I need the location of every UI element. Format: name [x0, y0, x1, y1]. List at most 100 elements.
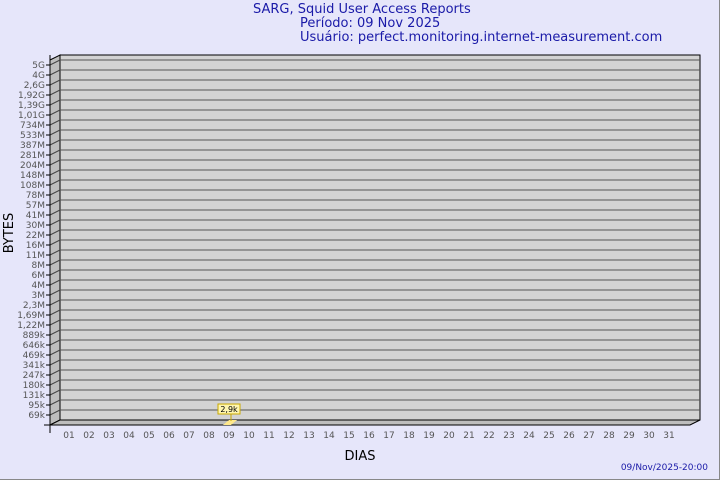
gridline-side — [49, 339, 61, 346]
x-tick-label: 18 — [403, 431, 415, 441]
y-tick-label: 30M — [26, 221, 45, 231]
gridline-side — [49, 399, 61, 406]
x-tick-label: 20 — [443, 431, 455, 441]
gridline-side — [49, 379, 61, 386]
gridline-side — [49, 139, 61, 146]
x-tick-label: 02 — [83, 431, 94, 441]
y-tick-label: 8M — [32, 261, 46, 271]
y-tick-label: 1,39G — [18, 101, 45, 111]
y-tick-label: 734M — [20, 121, 45, 131]
x-tick-label: 05 — [143, 431, 154, 441]
gridline-side — [49, 249, 61, 256]
x-tick-label: 08 — [203, 431, 215, 441]
x-tick-label: 12 — [283, 431, 294, 441]
y-tick-label: 469k — [23, 351, 46, 361]
y-tick-label: 1,01G — [18, 111, 45, 121]
x-tick-label: 13 — [303, 431, 314, 441]
x-tick-label: 26 — [563, 431, 575, 441]
gridline-side — [49, 319, 61, 326]
gridline-side — [49, 149, 61, 156]
plot-floor — [49, 419, 701, 426]
gridline-side — [49, 289, 61, 296]
y-tick-label: 148M — [20, 171, 45, 181]
gridline-side — [49, 119, 61, 126]
gridline-side — [49, 209, 61, 216]
period-label: Período: 09 Nov 2025 — [300, 16, 441, 31]
y-tick-label: 889k — [23, 331, 46, 341]
x-tick-label: 06 — [163, 431, 175, 441]
x-tick-label: 17 — [383, 431, 394, 441]
gridline-side — [49, 299, 61, 306]
x-tick-label: 10 — [243, 431, 255, 441]
y-tick-label: 341k — [23, 361, 46, 371]
gridline-side — [49, 109, 61, 116]
x-tick-label: 01 — [63, 431, 74, 441]
y-tick-label: 204M — [20, 161, 45, 171]
y-tick-label: 281M — [20, 151, 45, 161]
y-tick-label: 22M — [26, 231, 45, 241]
gridline-side — [49, 239, 61, 246]
y-tick-label: 4M — [32, 281, 46, 291]
gridline-side — [49, 389, 61, 396]
timestamp: 09/Nov/2025-20:00 — [621, 463, 708, 473]
gridline-side — [49, 219, 61, 226]
gridline-side — [49, 269, 61, 276]
x-tick-label: 29 — [623, 431, 635, 441]
x-tick-label: 03 — [103, 431, 114, 441]
x-tick-label: 09 — [223, 431, 235, 441]
gridline-side — [49, 89, 61, 96]
gridline-side — [49, 159, 61, 166]
y-tick-label: 95k — [28, 401, 45, 411]
gridline-side — [49, 259, 61, 266]
x-tick-label: 28 — [603, 431, 615, 441]
x-tick-label: 04 — [123, 431, 135, 441]
x-tick-label: 21 — [463, 431, 474, 441]
y-tick-label: 41M — [26, 211, 45, 221]
gridline-side — [49, 99, 61, 106]
gridline-side — [49, 189, 61, 196]
x-tick-label: 16 — [363, 431, 375, 441]
x-tick-label: 11 — [263, 431, 274, 441]
gridline-side — [49, 69, 61, 76]
bar-day-09 — [223, 420, 237, 425]
y-tick-label: 16M — [26, 241, 45, 251]
gridline-side — [49, 369, 61, 376]
x-tick-label: 14 — [323, 431, 335, 441]
gridline-side — [49, 179, 61, 186]
gridline-side — [49, 229, 61, 236]
y-tick-label: 5G — [32, 61, 45, 71]
y-tick-label: 2,3M — [23, 301, 45, 311]
x-tick-label: 23 — [503, 431, 514, 441]
y-tick-label: 78M — [26, 191, 45, 201]
gridline-side — [49, 309, 61, 316]
x-tick-label: 24 — [523, 431, 535, 441]
bar-value-label: 2,9k — [220, 405, 238, 414]
gridline-side — [49, 59, 61, 66]
y-tick-label: 387M — [20, 141, 45, 151]
chart-title: SARG, Squid User Access Reports — [253, 2, 471, 17]
y-tick-label: 646k — [23, 341, 46, 351]
y-tick-label: 3M — [32, 291, 46, 301]
y-tick-label: 11M — [26, 251, 45, 261]
y-tick-label: 247k — [23, 371, 46, 381]
y-tick-label: 6M — [32, 271, 46, 281]
gridline-side — [49, 349, 61, 356]
gridline-side — [49, 279, 61, 286]
plot-back-wall — [59, 54, 701, 421]
y-tick-label: 4G — [32, 71, 45, 81]
gridline-side — [49, 409, 61, 416]
y-axis-label: BYTES — [2, 213, 17, 254]
y-tick-label: 1,92G — [18, 91, 45, 101]
x-tick-label: 27 — [583, 431, 594, 441]
gridline-side — [49, 359, 61, 366]
x-tick-label: 25 — [543, 431, 554, 441]
gridline-side — [49, 169, 61, 176]
y-tick-label: 131k — [23, 391, 46, 401]
gridline-side — [49, 329, 61, 336]
y-tick-label: 2,6G — [24, 81, 45, 91]
gridline-side — [49, 79, 61, 86]
y-tick-label: 1,22M — [17, 321, 45, 331]
x-tick-label: 15 — [343, 431, 354, 441]
